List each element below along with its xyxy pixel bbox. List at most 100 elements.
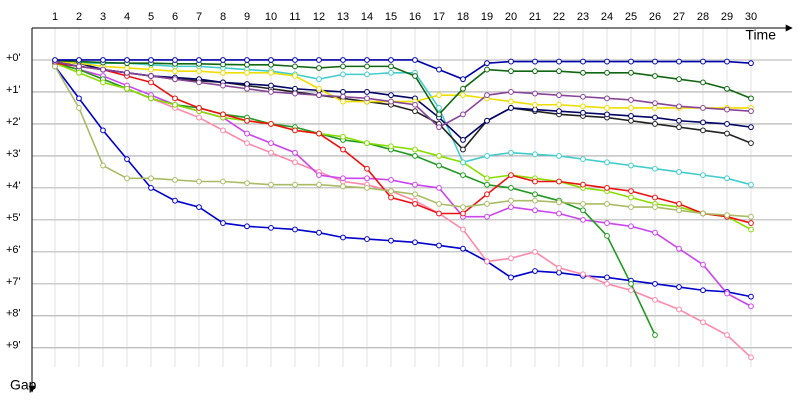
data-point <box>220 220 226 226</box>
data-point <box>532 90 538 97</box>
data-point <box>244 117 250 124</box>
data-point <box>340 89 346 95</box>
data-point <box>652 204 658 210</box>
data-point <box>292 73 298 79</box>
data-point <box>196 204 202 210</box>
y-tick-label: +2' <box>6 116 21 128</box>
data-point <box>508 89 514 95</box>
data-point <box>244 140 250 147</box>
data-point <box>604 95 610 102</box>
data-point <box>244 81 250 87</box>
data-point <box>556 269 562 276</box>
data-point <box>412 57 418 63</box>
data-point <box>484 200 490 207</box>
x-tick-label: 4 <box>124 11 130 23</box>
y-tick-label: +3' <box>6 148 21 160</box>
data-point <box>556 92 562 99</box>
data-point <box>628 287 634 294</box>
data-point <box>628 223 634 230</box>
data-point <box>388 69 394 76</box>
data-point <box>76 69 82 76</box>
data-point <box>580 181 586 188</box>
x-tick-label: 2 <box>76 11 82 23</box>
data-point <box>172 76 178 83</box>
data-point <box>724 212 730 218</box>
data-point <box>484 175 490 182</box>
data-point <box>244 180 250 187</box>
data-point <box>580 69 586 76</box>
data-point <box>676 245 682 252</box>
x-tick-label: 22 <box>553 11 565 23</box>
data-point <box>460 159 466 166</box>
data-point <box>364 63 370 70</box>
data-point <box>388 188 394 195</box>
data-point <box>652 165 658 172</box>
data-point <box>748 95 754 102</box>
data-point <box>724 130 730 137</box>
data-point <box>580 109 586 116</box>
data-point <box>508 68 514 75</box>
data-point <box>52 63 58 70</box>
x-tick-label: 25 <box>625 11 637 23</box>
data-point <box>724 85 730 92</box>
data-point <box>100 79 106 86</box>
data-point <box>292 127 298 134</box>
data-point <box>532 248 538 255</box>
data-point <box>652 100 658 107</box>
x-tick-label: 11 <box>289 11 300 23</box>
series-line <box>54 60 752 141</box>
data-point <box>484 117 490 124</box>
x-tick-label: 6 <box>172 11 178 23</box>
x-tick-label: 29 <box>721 11 733 23</box>
data-point <box>748 60 754 67</box>
data-point <box>484 92 490 99</box>
data-point <box>724 332 730 338</box>
data-point <box>172 197 178 204</box>
data-point <box>220 57 226 63</box>
data-point <box>460 85 466 92</box>
data-point <box>172 95 178 102</box>
data-point <box>676 200 682 207</box>
data-point <box>244 130 250 137</box>
data-point <box>436 92 442 99</box>
data-point <box>484 153 490 159</box>
data-point <box>508 274 514 281</box>
data-point <box>676 284 682 290</box>
x-tick-label: 3 <box>100 11 106 23</box>
data-point <box>700 172 706 179</box>
data-point <box>556 153 562 159</box>
x-tick-label: 13 <box>337 11 349 23</box>
data-point <box>628 58 634 65</box>
data-point <box>580 58 586 65</box>
data-point <box>556 199 562 206</box>
data-point <box>580 216 586 223</box>
y-tick-label: +8' <box>6 308 21 320</box>
data-point <box>436 200 442 207</box>
series-points <box>52 57 754 361</box>
data-point <box>244 61 250 68</box>
data-point <box>676 76 682 83</box>
data-point <box>268 57 274 63</box>
data-point <box>508 255 514 262</box>
data-point <box>484 258 490 265</box>
data-point <box>268 69 274 76</box>
data-point <box>460 245 466 252</box>
data-point <box>268 82 274 89</box>
data-point <box>436 105 442 111</box>
data-point <box>124 175 130 182</box>
x-tick-label: 27 <box>673 11 685 23</box>
data-point <box>52 57 58 63</box>
data-point <box>244 223 250 230</box>
data-point <box>676 58 682 65</box>
series-line <box>54 60 752 186</box>
data-point <box>436 242 442 249</box>
x-tick-label: 8 <box>220 11 226 23</box>
data-point <box>580 271 586 278</box>
data-point <box>748 220 754 226</box>
data-point <box>388 237 394 244</box>
data-point <box>460 111 466 118</box>
data-point <box>556 68 562 75</box>
data-point <box>220 82 226 89</box>
series-line <box>54 65 752 298</box>
data-point <box>316 65 322 71</box>
